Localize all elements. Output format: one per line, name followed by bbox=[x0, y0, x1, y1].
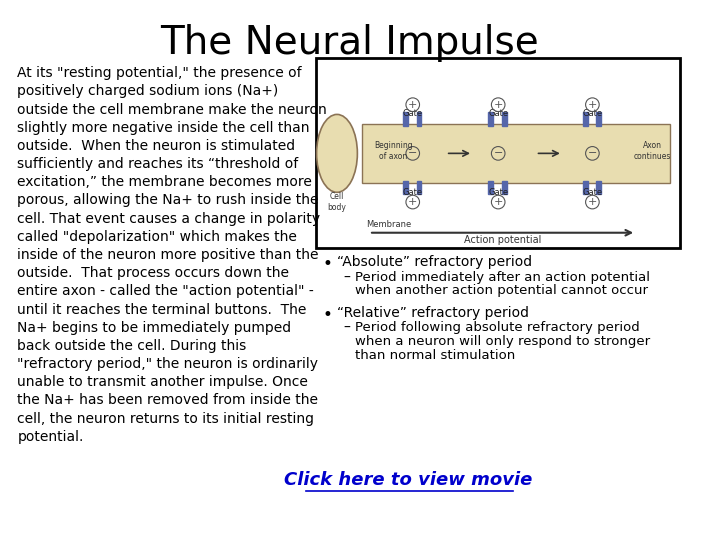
Text: –: – bbox=[343, 321, 351, 335]
Text: +: + bbox=[588, 100, 597, 110]
Text: Gate: Gate bbox=[488, 109, 508, 118]
FancyBboxPatch shape bbox=[315, 58, 680, 248]
Text: “Relative” refractory period: “Relative” refractory period bbox=[337, 306, 529, 320]
Text: Axon
continues: Axon continues bbox=[634, 141, 671, 161]
Text: The Neural Impulse: The Neural Impulse bbox=[161, 24, 539, 62]
Text: −: − bbox=[408, 148, 418, 158]
FancyBboxPatch shape bbox=[596, 112, 601, 126]
Text: At its "resting potential," the presence of
positively charged sodium ions (Na+): At its "resting potential," the presence… bbox=[17, 66, 327, 444]
Text: Action potential: Action potential bbox=[464, 234, 541, 245]
Text: Click here to view movie: Click here to view movie bbox=[284, 471, 532, 489]
Text: •: • bbox=[323, 306, 333, 324]
Text: when another action potential cannot occur: when another action potential cannot occ… bbox=[356, 285, 649, 298]
Text: Gate: Gate bbox=[402, 188, 423, 198]
FancyBboxPatch shape bbox=[596, 181, 601, 194]
Text: Membrane: Membrane bbox=[366, 220, 411, 230]
Text: −: − bbox=[588, 148, 597, 158]
Text: Gate: Gate bbox=[488, 188, 508, 198]
Text: Gate: Gate bbox=[582, 188, 603, 198]
FancyBboxPatch shape bbox=[488, 181, 493, 194]
Text: Period immediately after an action potential: Period immediately after an action poten… bbox=[356, 271, 650, 284]
Ellipse shape bbox=[317, 114, 357, 192]
Text: −: − bbox=[493, 148, 503, 158]
Text: than normal stimulation: than normal stimulation bbox=[356, 349, 516, 362]
FancyBboxPatch shape bbox=[502, 181, 507, 194]
Text: Gate: Gate bbox=[582, 109, 603, 118]
FancyBboxPatch shape bbox=[502, 112, 507, 126]
Text: –: – bbox=[343, 271, 351, 285]
FancyBboxPatch shape bbox=[582, 112, 588, 126]
Text: Beginning
of axon: Beginning of axon bbox=[374, 141, 413, 161]
Text: “Absolute” refractory period: “Absolute” refractory period bbox=[337, 255, 532, 269]
Text: Cell
body: Cell body bbox=[328, 192, 346, 212]
Text: +: + bbox=[408, 100, 418, 110]
FancyBboxPatch shape bbox=[417, 112, 421, 126]
Text: +: + bbox=[493, 100, 503, 110]
Text: Period following absolute refractory period: Period following absolute refractory per… bbox=[356, 321, 640, 334]
Text: +: + bbox=[408, 197, 418, 207]
Text: •: • bbox=[323, 255, 333, 273]
FancyBboxPatch shape bbox=[417, 181, 421, 194]
Text: when a neuron will only respond to stronger: when a neuron will only respond to stron… bbox=[356, 335, 651, 348]
Text: +: + bbox=[588, 197, 597, 207]
Text: +: + bbox=[493, 197, 503, 207]
FancyBboxPatch shape bbox=[403, 181, 408, 194]
Text: Gate: Gate bbox=[402, 109, 423, 118]
FancyBboxPatch shape bbox=[488, 112, 493, 126]
FancyBboxPatch shape bbox=[403, 112, 408, 126]
FancyBboxPatch shape bbox=[582, 181, 588, 194]
Polygon shape bbox=[362, 124, 670, 183]
